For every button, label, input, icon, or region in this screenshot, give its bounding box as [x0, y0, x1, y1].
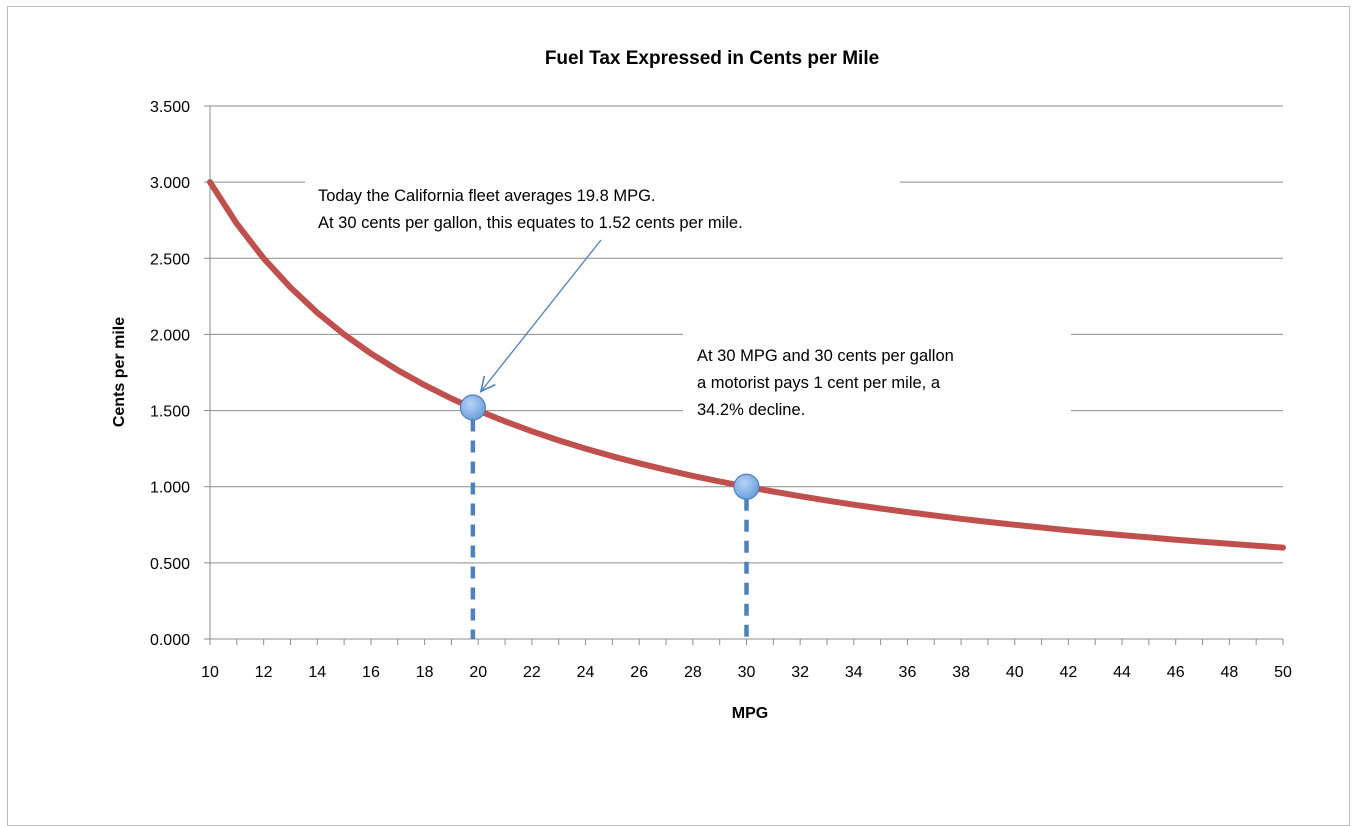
chart-title: Fuel Tax Expressed in Cents per Mile — [545, 48, 879, 69]
arrow-head — [479, 375, 496, 393]
x-tick-label: 42 — [1060, 664, 1078, 681]
y-tick-label: 1.000 — [150, 480, 190, 497]
highlight-marker — [459, 394, 486, 421]
x-tick-label: 40 — [1006, 664, 1024, 681]
annotation-backgrounds — [305, 175, 1071, 427]
y-tick-label: 2.500 — [150, 251, 190, 268]
x-tick-label: 26 — [630, 664, 648, 681]
annotation-arrow — [479, 239, 602, 393]
y-tick-label: 2.000 — [150, 327, 190, 344]
y-tick-label: 3.500 — [150, 99, 190, 116]
x-tick-label: 44 — [1113, 664, 1131, 681]
x-tick-label: 50 — [1274, 664, 1292, 681]
highlight-markers — [459, 394, 760, 500]
x-tick-label: 22 — [523, 664, 541, 681]
x-tick-label: 12 — [255, 664, 273, 681]
annotation-text: At 30 cents per gallon, this equates to … — [318, 214, 743, 232]
drop-lines — [470, 419, 749, 639]
x-tick-labels: 10 12 14 16 18 20 22 24 26 28 30 32 34 36 38 40 42 44 46 48… — [201, 664, 1292, 681]
annotation-text: a motorist pays 1 cent per mile, a — [697, 374, 941, 392]
annotation-text: 34.2% decline. — [697, 401, 805, 419]
arrow-line — [480, 239, 602, 392]
y-tick-label: 0.500 — [150, 556, 190, 573]
annotation-background — [683, 327, 1071, 427]
annotation-background — [305, 175, 900, 245]
x-tick-label: 36 — [899, 664, 917, 681]
x-tick-label: 46 — [1167, 664, 1185, 681]
y-tick-label: 3.000 — [150, 175, 190, 192]
x-tick-label: 20 — [469, 664, 487, 681]
x-tick-label: 16 — [362, 664, 380, 681]
x-tick-label: 18 — [416, 664, 434, 681]
annotation-text: Today the California fleet averages 19.8… — [318, 187, 656, 205]
x-axis — [209, 106, 1284, 645]
x-tick-label: 14 — [308, 664, 326, 681]
x-tick-label: 48 — [1220, 664, 1238, 681]
x-tick-label: 32 — [791, 664, 809, 681]
y-tick-labels: 0.000 0.500 1.000 1.500 2.000 2.500 3.000 3.500 — [150, 99, 210, 649]
y-tick-label: 0.000 — [150, 632, 190, 649]
annotations: Today the California fleet averages 19.8… — [318, 187, 954, 419]
highlight-marker — [733, 473, 760, 500]
x-tick-label: 34 — [845, 664, 863, 681]
x-tick-label: 10 — [201, 664, 219, 681]
annotation-text: At 30 MPG and 30 cents per gallon — [697, 347, 954, 365]
x-tick-label: 38 — [952, 664, 970, 681]
y-tick-label: 1.500 — [150, 404, 190, 421]
x-tick-label: 28 — [684, 664, 702, 681]
y-axis-label: Cents per mile — [111, 317, 128, 427]
x-tick-label: 24 — [577, 664, 595, 681]
x-axis-label: MPG — [732, 705, 768, 722]
x-tick-label: 30 — [738, 664, 756, 681]
